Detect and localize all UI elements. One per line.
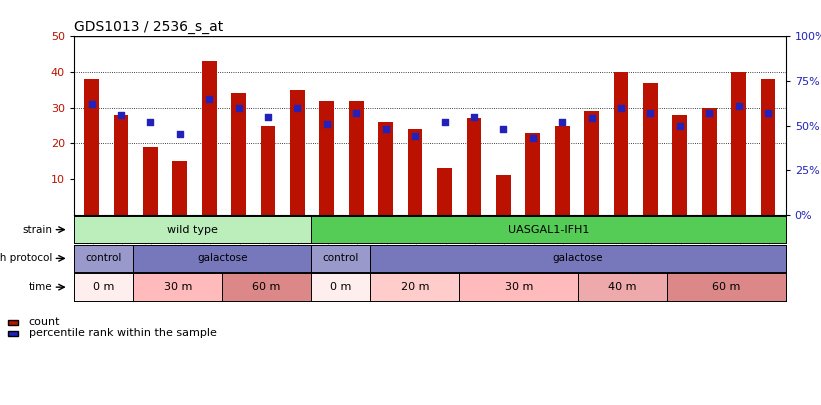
Bar: [290, 90, 305, 215]
Bar: [319, 100, 334, 215]
Text: GDS1013 / 2536_s_at: GDS1013 / 2536_s_at: [74, 20, 223, 34]
Text: control: control: [85, 254, 122, 263]
Bar: [702, 108, 717, 215]
Point: [291, 104, 304, 111]
Text: 30 m: 30 m: [163, 282, 192, 292]
Point: [497, 126, 510, 132]
Bar: [85, 79, 99, 215]
Point: [350, 110, 363, 116]
Text: 60 m: 60 m: [253, 282, 281, 292]
Bar: [349, 100, 364, 215]
Text: strain: strain: [22, 225, 52, 234]
Text: UASGAL1-IFH1: UASGAL1-IFH1: [507, 225, 589, 234]
Text: galactose: galactose: [197, 254, 247, 263]
Point: [203, 96, 216, 102]
Text: 20 m: 20 m: [401, 282, 429, 292]
Point: [732, 103, 745, 109]
Bar: [437, 168, 452, 215]
Bar: [761, 79, 775, 215]
Point: [232, 104, 245, 111]
Text: 60 m: 60 m: [712, 282, 741, 292]
Bar: [408, 129, 423, 215]
Bar: [585, 111, 599, 215]
Point: [379, 126, 392, 132]
Point: [438, 119, 451, 125]
Bar: [496, 175, 511, 215]
Point: [762, 110, 775, 116]
Bar: [143, 147, 158, 215]
Bar: [232, 94, 246, 215]
Point: [467, 113, 480, 120]
Bar: [672, 115, 687, 215]
Bar: [113, 115, 128, 215]
Bar: [613, 72, 628, 215]
Point: [320, 121, 333, 127]
Point: [703, 110, 716, 116]
Text: percentile rank within the sample: percentile rank within the sample: [29, 328, 217, 338]
Text: control: control: [323, 254, 359, 263]
Point: [173, 131, 186, 138]
Bar: [260, 126, 275, 215]
Bar: [172, 161, 187, 215]
Text: time: time: [29, 282, 52, 292]
Text: 30 m: 30 m: [505, 282, 533, 292]
Bar: [525, 133, 540, 215]
Point: [526, 135, 539, 141]
Text: 40 m: 40 m: [608, 282, 637, 292]
Text: galactose: galactose: [553, 254, 603, 263]
Point: [85, 101, 98, 107]
Point: [585, 115, 599, 122]
Point: [261, 113, 274, 120]
Point: [644, 110, 657, 116]
Point: [556, 119, 569, 125]
Text: count: count: [29, 318, 60, 327]
Text: wild type: wild type: [167, 225, 218, 234]
Text: 0 m: 0 m: [330, 282, 351, 292]
Point: [409, 133, 422, 139]
Bar: [378, 122, 393, 215]
Point: [673, 122, 686, 129]
Bar: [202, 62, 217, 215]
Bar: [555, 126, 570, 215]
Point: [114, 112, 127, 118]
Bar: [732, 72, 746, 215]
Bar: [466, 118, 481, 215]
Point: [144, 119, 157, 125]
Text: growth protocol: growth protocol: [0, 254, 52, 263]
Bar: [643, 83, 658, 215]
Text: 0 m: 0 m: [93, 282, 114, 292]
Point: [614, 104, 627, 111]
